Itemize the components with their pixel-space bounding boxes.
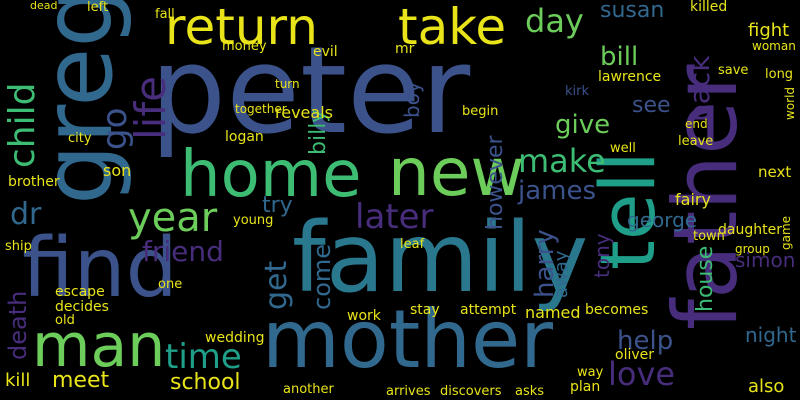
word-reveals: reveals — [275, 103, 333, 122]
word-killed: killed — [690, 0, 728, 15]
word-love: love — [608, 355, 676, 393]
word-later: later — [355, 197, 434, 237]
word-work: work — [347, 308, 381, 324]
word-help: help — [617, 326, 674, 356]
word-together: together — [235, 102, 287, 116]
word-end: end — [685, 117, 708, 131]
word-town: town — [693, 229, 725, 244]
word-evil: evil — [313, 44, 338, 60]
word-plan: plan — [570, 379, 601, 395]
word-however: however — [483, 135, 508, 230]
word-come: come — [308, 243, 336, 310]
word-begin: begin — [462, 104, 499, 119]
word-named: named — [525, 303, 581, 322]
word-decides: decides — [55, 299, 109, 315]
word-game: game — [779, 215, 793, 250]
word-make: make — [518, 142, 606, 180]
word-away: away — [551, 250, 572, 298]
word-kill: kill — [5, 370, 31, 391]
word-find: find — [22, 221, 178, 316]
word-woman: woman — [752, 39, 796, 53]
word-back: back — [683, 55, 716, 122]
word-boy: boy — [400, 81, 424, 118]
word-attempt: attempt — [460, 302, 517, 318]
word-take: take — [398, 0, 507, 56]
word-friend: friend — [142, 235, 224, 268]
word-night: night — [745, 323, 797, 347]
word-long: long — [765, 67, 794, 82]
word-fight: fight — [748, 20, 790, 41]
word-try: try — [262, 193, 293, 218]
word-man: man — [32, 311, 166, 381]
word-way: way — [577, 365, 604, 380]
word-fairy: fairy — [675, 190, 711, 209]
word-home: home — [180, 138, 362, 212]
word-see: see — [632, 93, 671, 118]
word-money: money — [222, 39, 267, 54]
word-turn: turn — [275, 77, 300, 91]
word-one: one — [158, 277, 183, 292]
word-peter: peter — [150, 22, 471, 161]
word-time: time — [165, 337, 242, 377]
word-life: life — [126, 76, 175, 140]
word-school: school — [170, 370, 241, 395]
word-tony: tony — [590, 233, 614, 278]
word-stay: stay — [410, 302, 440, 318]
word-another: another — [283, 382, 334, 397]
word-discovers: discovers — [440, 384, 502, 399]
word-dr: dr — [10, 197, 42, 232]
word-logan: logan — [225, 129, 264, 145]
word-wedding: wedding — [205, 330, 265, 346]
word-ship: ship — [5, 239, 32, 254]
word-son: son — [103, 161, 132, 180]
word-also: also — [748, 376, 785, 397]
word-james: james — [518, 176, 597, 206]
word-group: group — [735, 242, 770, 256]
word-asks: asks — [515, 384, 545, 399]
word-left: left — [87, 0, 109, 15]
word-george: george — [627, 208, 698, 232]
word-old: old — [55, 313, 75, 328]
word-year: year — [128, 195, 218, 241]
word-go: go — [95, 107, 135, 150]
word-dead: dead — [30, 0, 58, 12]
word-escape: escape — [55, 284, 105, 300]
word-save: save — [718, 63, 749, 78]
word-fall: fall — [155, 7, 175, 22]
word-give: give — [555, 110, 611, 140]
word-day: day — [525, 2, 584, 40]
word-next: next — [758, 163, 792, 181]
word-young: young — [233, 213, 274, 228]
word-leaf: leaf — [400, 237, 425, 252]
word-susan: susan — [600, 0, 665, 23]
word-simon: simon — [735, 248, 796, 272]
word-daughter: daughter — [718, 222, 782, 238]
word-family: family — [292, 202, 589, 314]
word-lawrence: lawrence — [598, 69, 662, 85]
word-house: house — [693, 245, 718, 312]
word-return: return — [165, 0, 318, 56]
word-mr: mr — [395, 41, 415, 57]
word-well: well — [610, 141, 636, 156]
word-kirk: kirk — [565, 84, 590, 99]
word-bill: bill — [600, 42, 639, 72]
word-world: world — [783, 86, 797, 120]
word-city: city — [68, 131, 92, 146]
word-get: get — [259, 260, 294, 310]
word-arrives: arrives — [386, 384, 431, 399]
word-oliver: oliver — [615, 347, 654, 363]
word-mother: mother — [262, 293, 554, 386]
word-brother: brother — [8, 174, 60, 190]
word-meet: meet — [52, 368, 110, 393]
word-child: child — [2, 82, 43, 168]
word-new: new — [388, 134, 525, 211]
word-becomes: becomes — [585, 302, 649, 318]
word-leave: leave — [678, 134, 714, 149]
word-death: death — [4, 290, 32, 360]
